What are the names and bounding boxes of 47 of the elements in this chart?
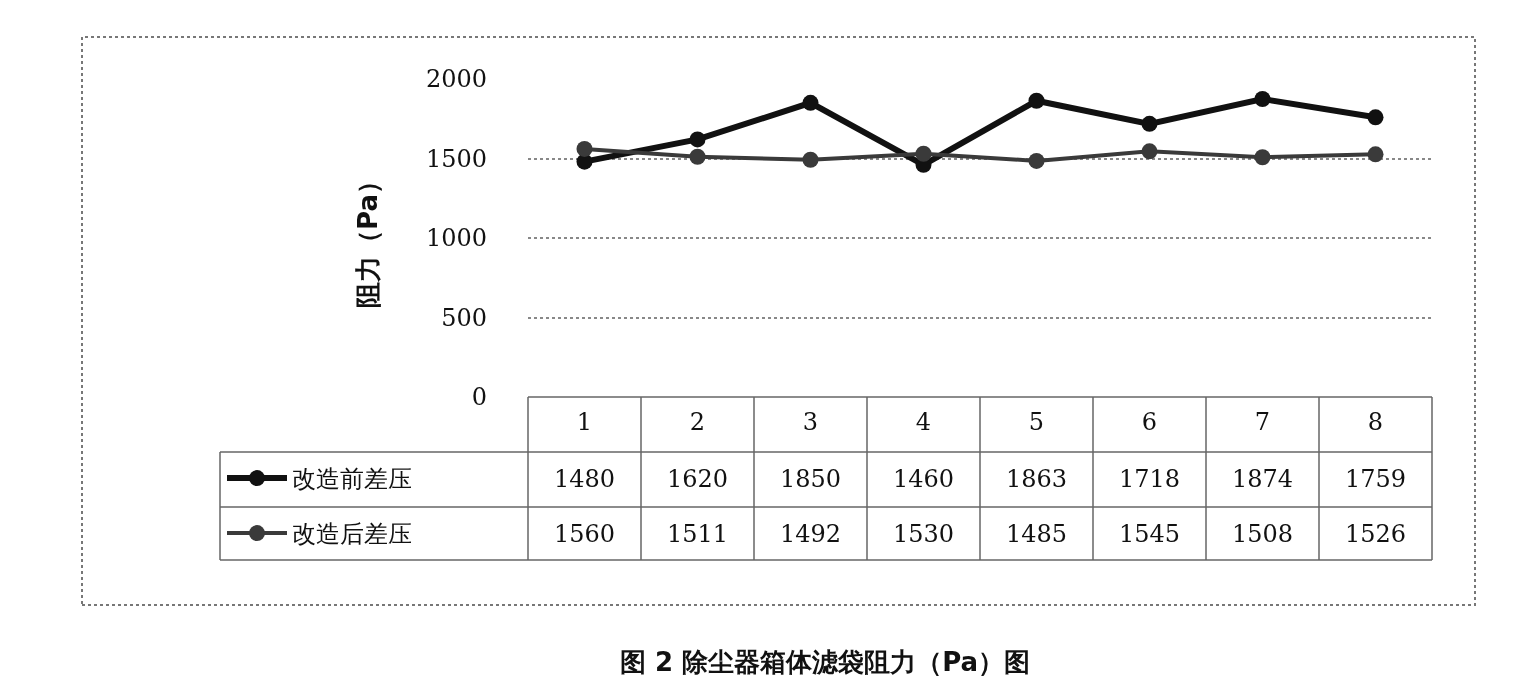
- x-tick-label: 5: [1028, 408, 1045, 436]
- data-label: 1511: [667, 520, 729, 548]
- point: [689, 131, 706, 148]
- x-tick-label: 6: [1141, 408, 1158, 436]
- x-tick-label: 1: [576, 408, 593, 436]
- data-label: 1460: [893, 465, 955, 493]
- data-label: 1850: [780, 465, 842, 493]
- data-label: 1492: [780, 520, 842, 548]
- x-tick-label: 2: [689, 408, 706, 436]
- y-tick-label: 500: [441, 303, 487, 332]
- point: [1141, 115, 1158, 132]
- x-tick-label: 3: [802, 408, 819, 436]
- point: [1141, 143, 1158, 160]
- point: [915, 145, 932, 162]
- legend-label: 改造前差压: [292, 465, 412, 494]
- data-label: 1759: [1345, 465, 1407, 493]
- data-label: 1545: [1119, 520, 1181, 548]
- y-tick-label: 1500: [425, 144, 487, 173]
- data-label: 1485: [1006, 520, 1068, 548]
- data-label: 1526: [1345, 520, 1407, 548]
- data-label: 1874: [1232, 465, 1294, 493]
- y-axis-title: 阻力（Pa）: [353, 168, 384, 308]
- text: 图 2 除尘器箱体滤袋阻力（Pa）图: [620, 647, 1031, 677]
- y-tick-label: 2000: [425, 65, 487, 94]
- point: [1367, 146, 1384, 163]
- data-label: 1863: [1006, 465, 1068, 493]
- data-label: 1718: [1119, 465, 1181, 493]
- point: [1028, 92, 1045, 109]
- point: [802, 94, 819, 111]
- legend-label: 改造后差压: [292, 520, 412, 549]
- point: [1367, 109, 1384, 126]
- data-label: 1560: [554, 520, 616, 548]
- point: [576, 140, 593, 157]
- x-tick-label: 7: [1254, 408, 1271, 436]
- x-tick-label: 4: [915, 408, 932, 436]
- point: [1254, 91, 1271, 108]
- x-tick-label: 8: [1367, 408, 1384, 436]
- data-label: 1508: [1232, 520, 1294, 548]
- data-label: 1620: [667, 465, 729, 493]
- point: [1254, 149, 1271, 166]
- point: [802, 151, 819, 168]
- point: [1028, 152, 1045, 169]
- point: [689, 148, 706, 165]
- data-label: 1480: [554, 465, 616, 493]
- y-tick-label: 0: [471, 383, 487, 412]
- data-label: 1530: [893, 520, 955, 548]
- y-tick-label: 1000: [425, 224, 487, 253]
